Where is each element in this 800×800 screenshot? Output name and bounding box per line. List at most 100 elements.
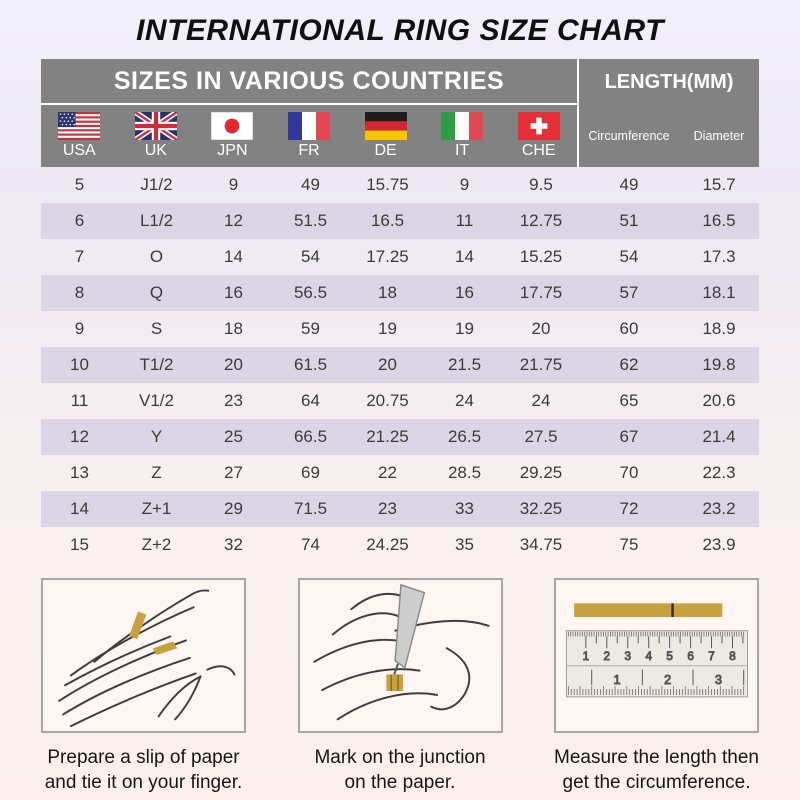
table-cell: 20 <box>224 355 243 374</box>
usa-flag-icon <box>58 112 101 140</box>
table-row: 15 Z+2 32 74 24.25 35 34.75 75 23.9 <box>41 527 759 563</box>
table-cell: 59 <box>301 319 320 338</box>
table-cell: J1/2 <box>140 175 173 194</box>
table-cell: 26.5 <box>447 427 482 446</box>
table-cell: 51.5 <box>293 211 328 230</box>
caption-line: Prepare a slip of paper <box>47 747 240 768</box>
column-header-usa: USA <box>41 112 118 160</box>
table-cell: 29 <box>224 499 243 518</box>
svg-text:2: 2 <box>604 650 611 663</box>
caption-line: get the circumference. <box>562 772 751 794</box>
table-cell: 21.5 <box>447 355 482 374</box>
table-row: 6 L1/2 12 51.5 16.5 11 12.75 51 16.5 <box>41 203 759 239</box>
svg-text:1: 1 <box>583 650 590 663</box>
table-cell: 14 <box>455 247 474 266</box>
caption-line: Measure the length then <box>554 747 759 768</box>
table-cell: 14 <box>70 499 89 518</box>
table-cell: 15 <box>70 535 89 554</box>
country-code-label: FR <box>298 142 320 159</box>
table-cell: 6 <box>74 211 85 230</box>
table-cell: 13 <box>70 463 89 482</box>
countries-group-header: SIZES IN VARIOUS COUNTRIES <box>41 59 577 105</box>
table-cell: 33 <box>455 499 474 518</box>
table-cell: 9 <box>228 175 239 194</box>
svg-text:3: 3 <box>715 673 722 687</box>
table-cell: 67 <box>619 427 639 446</box>
table-cell: 49 <box>301 175 320 194</box>
table-cell: 32.25 <box>519 499 563 518</box>
table-cell: 17.75 <box>519 283 563 302</box>
table-row: 10 T1/2 20 61.5 20 21.5 21.75 62 19.8 <box>41 347 759 383</box>
column-header-de: DE <box>347 112 424 160</box>
table-cell: 20.6 <box>702 391 736 410</box>
table-cell: 20 <box>531 319 551 338</box>
length-group-header: LENGTH(MM) <box>604 70 734 93</box>
table-cell: 12 <box>224 211 243 230</box>
table-cell: 15.25 <box>519 247 563 266</box>
ring-size-table: SIZES IN VARIOUS COUNTRIES USA UK JPN FR… <box>41 59 759 563</box>
table-cell: Z+1 <box>141 499 172 518</box>
table-cell: 70 <box>619 463 639 482</box>
uk-flag-icon <box>134 112 177 140</box>
caption-line: Mark on the junction <box>314 747 486 768</box>
table-cell: 27 <box>224 463 243 482</box>
instruction-card: Prepare a slip of paper and tie it on you… <box>41 578 246 795</box>
svg-text:4: 4 <box>645 650 652 663</box>
table-cell: 49 <box>619 175 639 194</box>
country-code-label: USA <box>62 142 96 159</box>
table-cell: 16 <box>455 283 474 302</box>
table-row: 11 V1/2 23 64 20.75 24 24 65 20.6 <box>41 383 759 419</box>
table-row: 14 Z+1 29 71.5 23 33 32.25 72 23.2 <box>41 491 759 527</box>
table-cell: 20 <box>378 355 397 374</box>
table-row: 12 Y 25 66.5 21.25 26.5 27.5 67 21.4 <box>41 419 759 455</box>
length-subheaders: Circumference Diameter <box>579 105 759 167</box>
table-cell: Z+2 <box>141 535 172 554</box>
caption-line: and tie it on your finger. <box>44 772 243 794</box>
table-cell: T1/2 <box>139 355 174 374</box>
table-cell: 15.75 <box>366 175 409 194</box>
table-cell: 18.1 <box>702 283 736 302</box>
table-cell: 17.3 <box>702 247 736 266</box>
country-code-label: UK <box>144 142 167 159</box>
table-row: 13 Z 27 69 22 28.5 29.25 70 22.3 <box>41 455 759 491</box>
table-cell: 10 <box>70 355 89 374</box>
table-cell: 27.5 <box>524 427 558 446</box>
table-cell: 17.25 <box>366 247 409 266</box>
table-cell: 54 <box>301 247 320 266</box>
italy-flag-icon <box>441 112 484 140</box>
table-cell: 60 <box>619 319 639 338</box>
instruction-card: Mark on the junction on the paper. <box>297 578 503 795</box>
table-cell: 65 <box>619 391 639 410</box>
table-cell: V1/2 <box>139 391 174 410</box>
table-cell: 7 <box>74 247 85 266</box>
table-row: 9 S 18 59 19 19 20 60 18.9 <box>41 311 759 347</box>
hand-with-paper-strip-illustration <box>41 578 246 733</box>
table-cell: 18 <box>378 283 397 302</box>
table-cell: S <box>150 319 163 338</box>
column-header-che: CHE <box>500 112 577 160</box>
table-cell: 21.4 <box>702 427 736 446</box>
table-cell: 21.75 <box>519 355 563 374</box>
instruction-cards: Prepare a slip of paper and tie it on you… <box>41 578 759 795</box>
table-cell: 24.25 <box>366 535 409 554</box>
table-cell: 23 <box>224 391 243 410</box>
table-cell: 19.8 <box>702 355 736 374</box>
column-header-uk: UK <box>118 112 195 160</box>
svg-text:1: 1 <box>614 673 621 687</box>
table-cell: 12.75 <box>519 211 563 230</box>
table-cell: 51 <box>619 211 639 230</box>
country-code-label: CHE <box>521 142 556 159</box>
table-cell: O <box>149 247 164 266</box>
table-cell: 9.5 <box>529 175 553 194</box>
table-cell: 66.5 <box>293 427 328 446</box>
table-cell: 5 <box>74 175 85 194</box>
table-cell: 16.5 <box>370 211 405 230</box>
table-cell: 16 <box>224 283 243 302</box>
country-code-label: IT <box>455 142 470 159</box>
table-cell: 22 <box>378 463 397 482</box>
table-cell: 74 <box>301 535 320 554</box>
table-cell: 29.25 <box>519 463 563 482</box>
table-cell: 23 <box>378 499 397 518</box>
svg-text:2: 2 <box>664 673 671 687</box>
table-cell: 34.75 <box>519 535 563 554</box>
